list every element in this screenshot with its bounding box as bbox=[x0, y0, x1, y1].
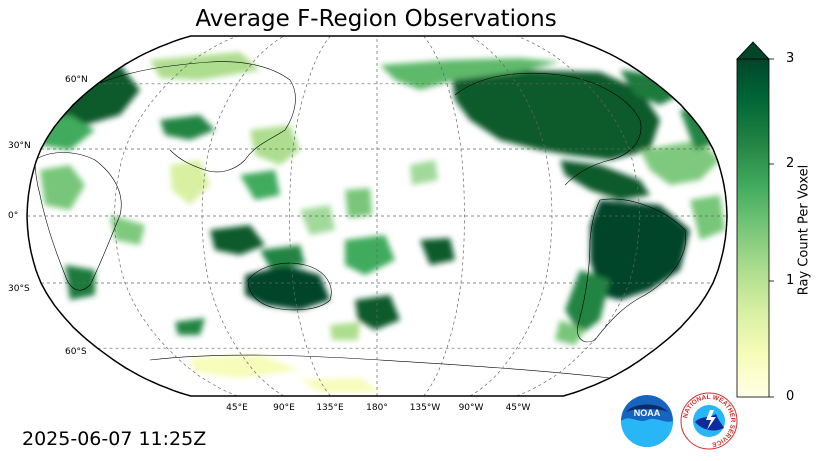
lat-label-30n: 30°N bbox=[8, 141, 31, 151]
region-australia-north bbox=[260, 245, 305, 268]
region-pacific-center bbox=[345, 235, 395, 275]
lon-label-90e: 90°E bbox=[273, 403, 295, 413]
noaa-logo: NOAA bbox=[621, 395, 673, 447]
lon-label-180: 180° bbox=[366, 403, 388, 413]
region-pacific-west bbox=[345, 188, 372, 218]
region-africa-west bbox=[40, 165, 85, 210]
meridian-45 bbox=[423, 36, 465, 396]
region-north-america bbox=[452, 70, 660, 160]
lon-label-45w: 45°W bbox=[505, 403, 531, 413]
lat-label-60s: 60°S bbox=[65, 347, 87, 357]
lon-label-135e: 135°E bbox=[316, 403, 344, 413]
region-india bbox=[170, 160, 210, 205]
region-south-america-tip bbox=[555, 320, 585, 345]
meridian-90 bbox=[469, 36, 553, 396]
region-antarctic bbox=[190, 355, 300, 378]
colorbar-tick-3: 3 bbox=[786, 51, 795, 66]
coast-north-america bbox=[454, 72, 642, 186]
region-south-america bbox=[590, 200, 690, 300]
lon-label-90w: 90°W bbox=[458, 403, 484, 413]
lon-label-45e: 45°E bbox=[226, 403, 248, 413]
colorbar-tick-1: 1 bbox=[786, 273, 795, 288]
region-atlantic-south bbox=[690, 195, 725, 240]
region-australia bbox=[245, 265, 330, 310]
map-title: Average F-Region Observations bbox=[195, 6, 557, 32]
lat-label-0: 0° bbox=[8, 211, 19, 221]
coast-australia bbox=[247, 262, 332, 311]
colorbar-extend-arrow bbox=[736, 41, 770, 60]
coast-antarctica bbox=[149, 354, 611, 379]
coastlines bbox=[34, 61, 687, 379]
region-pacific-north bbox=[410, 160, 438, 185]
colorbar-tick-2: 2 bbox=[786, 156, 795, 171]
lon-label-135w: 135°W bbox=[409, 403, 441, 413]
colorbar-tick-marks bbox=[769, 58, 774, 398]
region-southeast-asia bbox=[240, 170, 280, 200]
region-indian-ocean bbox=[300, 205, 335, 235]
gridlines bbox=[27, 36, 727, 396]
region-indonesia bbox=[210, 225, 265, 255]
coast-africa bbox=[34, 152, 122, 291]
region-north-america-edge bbox=[380, 58, 560, 90]
region-africa-south bbox=[65, 265, 95, 300]
region-central-asia bbox=[160, 115, 215, 140]
region-pacific-east bbox=[420, 238, 455, 265]
region-south-america-south bbox=[565, 270, 610, 335]
meridian--90 bbox=[201, 36, 285, 396]
meridian--45 bbox=[289, 36, 331, 396]
colorbar-label: Ray Count Per Voxel bbox=[796, 164, 812, 296]
meridian--135 bbox=[114, 36, 238, 396]
meridian-135 bbox=[516, 36, 640, 396]
region-pacific-south bbox=[330, 322, 360, 340]
colorbar-tick-0: 0 bbox=[786, 389, 795, 404]
globe-outline bbox=[26, 35, 728, 397]
nws-logo: NATIONAL WEATHER SERVICE bbox=[680, 392, 738, 450]
coast-south-america bbox=[577, 198, 687, 343]
coast-eurasia bbox=[34, 61, 296, 173]
region-caribbean bbox=[640, 140, 720, 185]
region-russia bbox=[150, 52, 260, 80]
region-greenland bbox=[620, 70, 680, 105]
lat-label-60n: 60°N bbox=[65, 75, 88, 85]
region-southern-ocean-west bbox=[175, 318, 205, 335]
colorbar bbox=[736, 41, 774, 398]
region-central-america bbox=[560, 160, 650, 200]
noaa-logo-text: NOAA bbox=[634, 408, 661, 418]
timestamp: 2025-06-07 11:25Z bbox=[22, 428, 207, 450]
colorbar-bar bbox=[736, 58, 770, 398]
region-new-zealand bbox=[355, 295, 400, 330]
region-antarctic-east bbox=[300, 378, 380, 392]
region-east-asia bbox=[250, 125, 300, 165]
lat-label-30s: 30°S bbox=[8, 284, 30, 294]
region-africa-east bbox=[110, 215, 145, 245]
